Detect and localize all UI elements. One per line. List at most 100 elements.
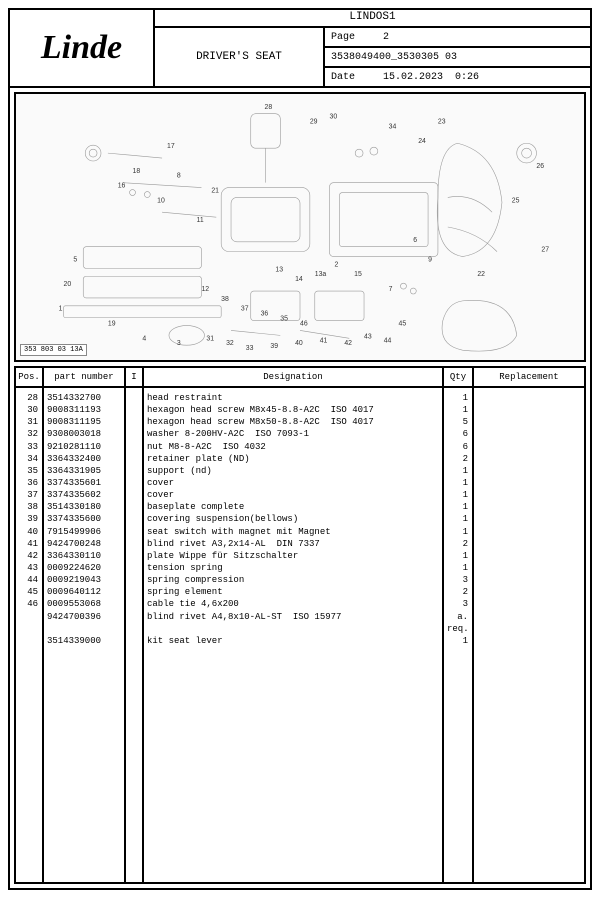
callout-number: 17 [167, 143, 175, 150]
table-row-cell [129, 635, 139, 647]
callout-number: 30 [330, 114, 338, 121]
table-row-cell [477, 392, 581, 404]
callout-number: 42 [344, 340, 352, 347]
callout-number: 40 [295, 340, 303, 347]
table-row-cell: 1 [447, 465, 468, 477]
table-row-cell: 3374335602 [47, 489, 121, 501]
callout-number: 38 [221, 296, 229, 303]
callout-number: 10 [157, 197, 165, 204]
table-row-cell: plate Wippe für Sitzschalter [147, 550, 439, 562]
table-row-cell: 9424700248 [47, 538, 121, 550]
callout-number: 22 [477, 271, 485, 278]
table-row-cell [477, 635, 581, 647]
table-row-cell [129, 465, 139, 477]
table-row-cell: cover [147, 489, 439, 501]
table-row-cell: blind rivet A3,2x14-AL DIN 7337 [147, 538, 439, 550]
brand-logo: Linde [10, 10, 155, 86]
table-row-cell: nut M8-8-A2C ISO 4032 [147, 441, 439, 453]
callout-number: 16 [118, 183, 126, 190]
callout-number: 2 [334, 261, 338, 268]
table-row-cell: 9308003018 [47, 428, 121, 440]
table-row-cell: 0009219043 [47, 574, 121, 586]
table-row-cell: 43 [19, 562, 38, 574]
table-row-cell: 3364330110 [47, 550, 121, 562]
table-row-cell: 1 [447, 562, 468, 574]
table-row-cell: retainer plate (ND) [147, 453, 439, 465]
table-row-cell: kit seat lever [147, 635, 439, 647]
table-row-cell [477, 538, 581, 550]
date-label: Date [331, 72, 371, 83]
diagram-svg: 2829303424232625272217181681011219675201… [16, 94, 584, 360]
table-row-cell [129, 586, 139, 598]
table-row-cell: 44 [19, 574, 38, 586]
table-row-cell [129, 428, 139, 440]
table-row-cell [477, 477, 581, 489]
table-row-cell: 36 [19, 477, 38, 489]
callout-number: 34 [389, 123, 397, 130]
table-row-cell: 2 [447, 453, 468, 465]
table-row-cell: 1 [447, 477, 468, 489]
table-row-cell [477, 611, 581, 623]
table-row-cell: 38 [19, 501, 38, 513]
table-row-cell: 28 [19, 392, 38, 404]
callout-number: 23 [438, 119, 446, 126]
table-row-cell: cable tie 4,6x200 [147, 598, 439, 610]
callout-number: 12 [201, 286, 209, 293]
table-header: Pos. part number I Designation Qty Repla… [16, 368, 584, 388]
page-number: 2 [383, 32, 389, 43]
table-row-cell: a. [447, 611, 468, 623]
callout-number: 15 [354, 271, 362, 278]
callout-number: 13a [315, 271, 327, 278]
parts-table: Pos. part number I Designation Qty Repla… [14, 366, 586, 884]
table-row-cell: 9210281110 [47, 441, 121, 453]
callout-number: 32 [226, 340, 234, 347]
table-row-cell [477, 465, 581, 477]
table-row-cell: blind rivet A4,8x10-AL-ST ISO 15977 [147, 611, 439, 623]
table-row-cell: 9008311195 [47, 416, 121, 428]
table-row-cell [477, 404, 581, 416]
table-row-cell: 41 [19, 538, 38, 550]
table-row-cell [47, 623, 121, 635]
table-row-cell: 39 [19, 513, 38, 525]
table-row-cell: 37 [19, 489, 38, 501]
table-row-cell: 6 [447, 441, 468, 453]
table-row-cell [129, 598, 139, 610]
table-row-cell: 31 [19, 416, 38, 428]
callout-number: 1 [59, 306, 63, 313]
callout-number: 26 [536, 163, 544, 170]
table-row-cell [477, 586, 581, 598]
table-row-cell: tension spring [147, 562, 439, 574]
table-row-cell: 34 [19, 453, 38, 465]
table-row-cell [477, 513, 581, 525]
table-row-cell [129, 562, 139, 574]
callout-number: 33 [246, 345, 254, 352]
table-row-cell: 2 [447, 586, 468, 598]
table-row-cell [147, 623, 439, 635]
table-row-cell [477, 623, 581, 635]
callout-number: 41 [320, 337, 328, 344]
table-row-cell: 1 [447, 489, 468, 501]
table-row-cell: 7915499906 [47, 526, 121, 538]
date-row: Date 15.02.2023 0:26 [325, 68, 590, 86]
header: Linde LINDOS1 DRIVER'S SEAT Page 2 35380… [10, 10, 590, 88]
table-row-cell [129, 574, 139, 586]
table-row-cell [477, 428, 581, 440]
table-row-cell: 6 [447, 428, 468, 440]
table-row-cell [477, 501, 581, 513]
callout-number: 25 [512, 197, 520, 204]
table-row-cell [129, 404, 139, 416]
table-row-cell: 5 [447, 416, 468, 428]
table-row-cell: 46 [19, 598, 38, 610]
callout-number: 9 [428, 256, 432, 263]
callout-number: 43 [364, 333, 372, 340]
table-row-cell: 1 [447, 392, 468, 404]
table-row-cell [129, 392, 139, 404]
table-row-cell [129, 453, 139, 465]
callout-number: 6 [413, 237, 417, 244]
table-row-cell [477, 489, 581, 501]
table-row-cell [477, 598, 581, 610]
callout-number: 29 [310, 119, 318, 126]
table-row-cell: spring compression [147, 574, 439, 586]
table-row-cell: 1 [447, 526, 468, 538]
table-row-cell: 1 [447, 550, 468, 562]
